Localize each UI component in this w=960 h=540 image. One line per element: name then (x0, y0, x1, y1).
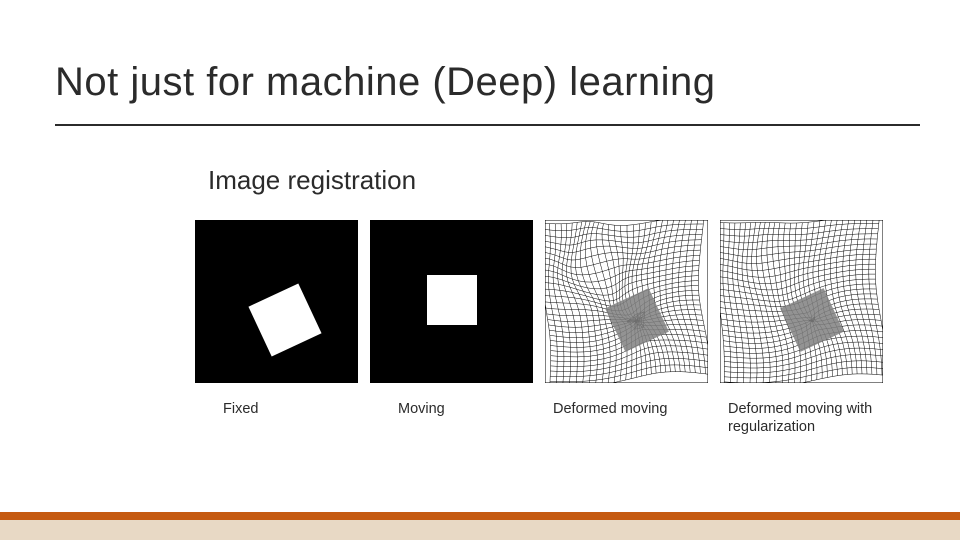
panel-deformed (545, 220, 708, 383)
slide-title: Not just for machine (Deep) learning (55, 60, 716, 105)
panel-deformed-reg (720, 220, 883, 383)
caption-row: Fixed Moving Deformed moving Deformed mo… (195, 400, 883, 436)
title-rule (55, 124, 920, 126)
caption-fixed: Fixed (195, 400, 358, 436)
panel-moving (370, 220, 533, 383)
footer-band-base (0, 520, 960, 540)
panel-row (195, 220, 883, 383)
footer (0, 506, 960, 540)
caption-moving: Moving (370, 400, 533, 436)
footer-band-accent (0, 512, 960, 520)
slide: Not just for machine (Deep) learning Ima… (0, 0, 960, 540)
panel-fixed (195, 220, 358, 383)
caption-deformed-reg: Deformed moving with regularization (720, 400, 883, 436)
slide-subtitle: Image registration (208, 165, 416, 196)
caption-deformed: Deformed moving (545, 400, 708, 436)
